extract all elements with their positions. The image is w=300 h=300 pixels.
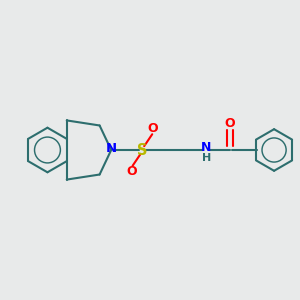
Text: N: N bbox=[106, 142, 117, 155]
Text: O: O bbox=[127, 165, 137, 178]
Text: H: H bbox=[202, 153, 211, 163]
Text: O: O bbox=[225, 117, 236, 130]
Text: S: S bbox=[137, 142, 148, 158]
Text: N: N bbox=[201, 141, 211, 154]
Text: O: O bbox=[148, 122, 158, 135]
